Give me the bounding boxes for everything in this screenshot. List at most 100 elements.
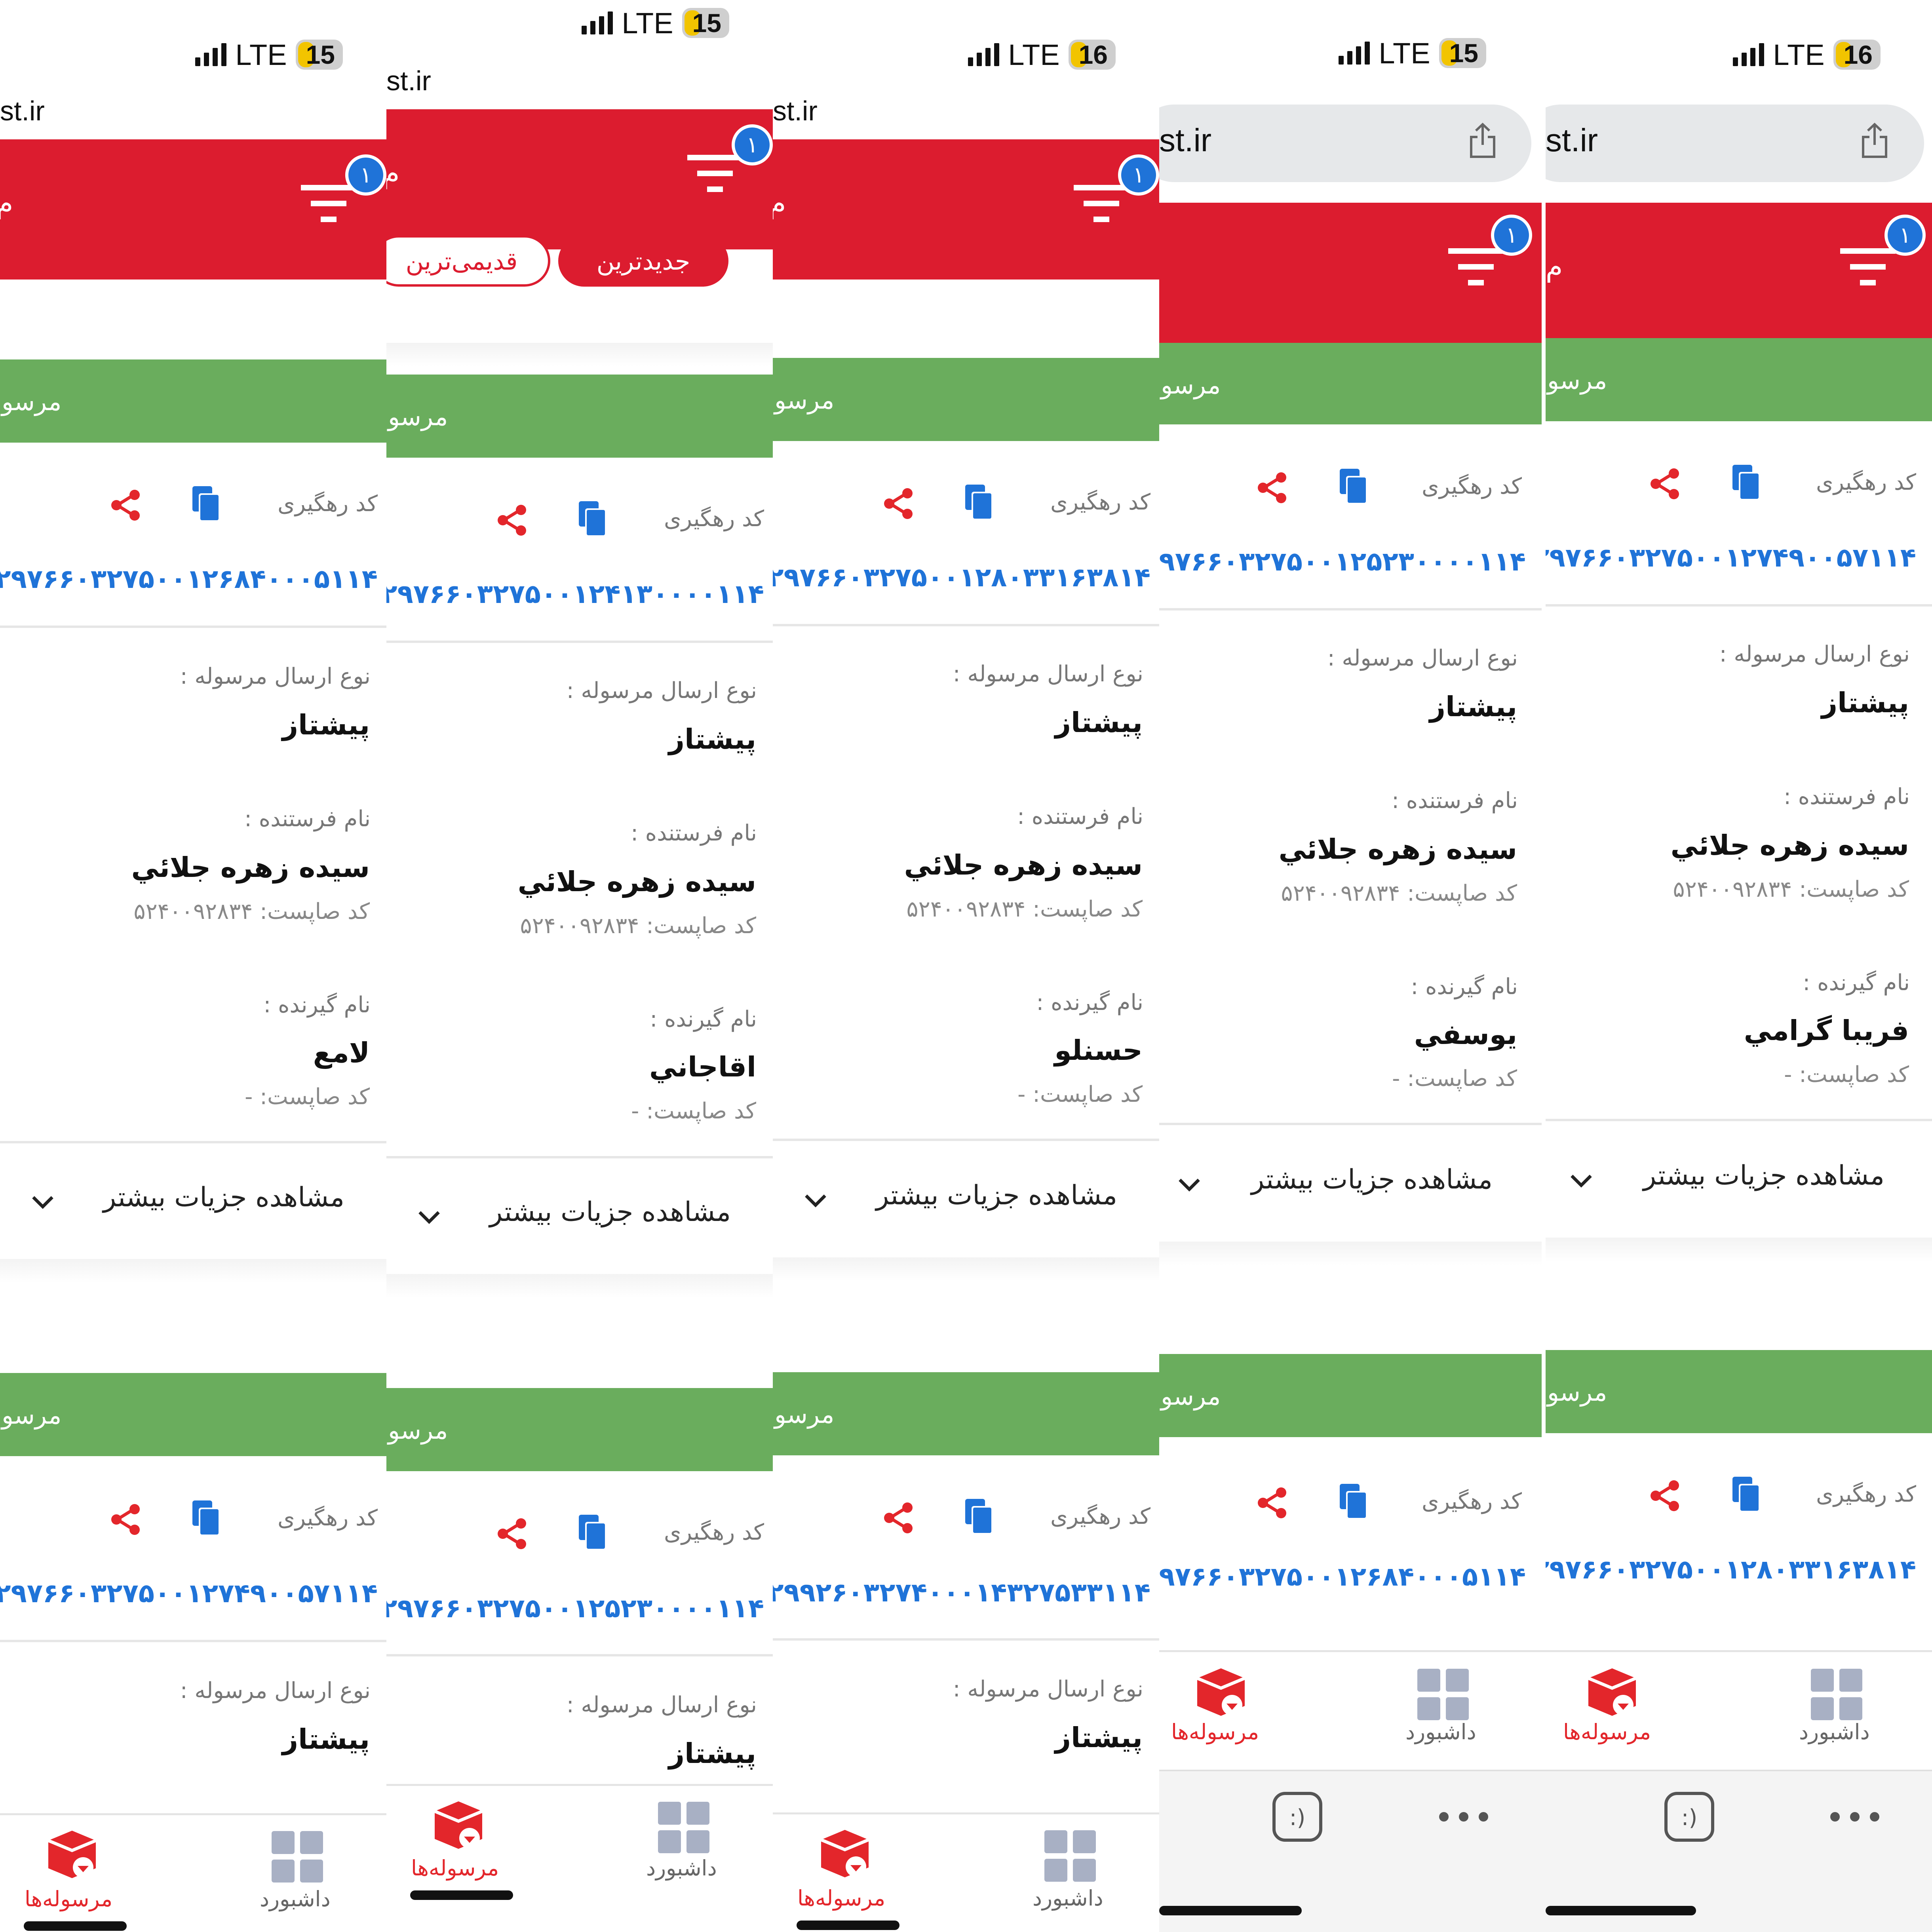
battery-level: 15 (306, 40, 335, 69)
copy-icon[interactable] (963, 1499, 995, 1535)
dashboard-grid-icon[interactable] (658, 1802, 709, 1853)
share-icon[interactable] (1257, 472, 1288, 504)
receiver-postal-code: کد صاپست: - (1017, 1082, 1143, 1107)
share-icon[interactable] (1649, 468, 1681, 500)
nav-dashboard[interactable]: داشبورد (260, 1886, 331, 1911)
send-type-value: پیشتاز (282, 1723, 370, 1755)
more-details-link[interactable]: مشاهده جزیات بیشتر (876, 1180, 1117, 1211)
chevron-down-icon[interactable] (31, 1190, 55, 1214)
nav-parcels[interactable]: مرسوله‌ها (1171, 1719, 1259, 1744)
more-details-link[interactable]: مشاهده جزیات بیشتر (1643, 1160, 1884, 1191)
send-type-label: نوع ارسال مرسوله : (566, 1692, 757, 1718)
share-icon[interactable] (110, 1504, 142, 1535)
share-icon[interactable] (883, 1502, 915, 1534)
tracking-label: کد رهگیری (1422, 1489, 1522, 1514)
nav-parcels[interactable]: مرسوله‌ها (1563, 1719, 1651, 1744)
share-icon[interactable] (1257, 1487, 1288, 1519)
address-bar[interactable] (1159, 105, 1531, 182)
signal-icon (582, 11, 613, 34)
battery-level: 16 (1843, 40, 1873, 69)
send-type-label: نوع ارسال مرسوله : (180, 1678, 371, 1704)
copy-icon[interactable] (190, 1500, 222, 1536)
send-type-label: نوع ارسال مرسوله : (1719, 641, 1910, 667)
battery-icon: 15 (295, 40, 343, 70)
more-details-link[interactable]: مشاهده جزیات بیشتر (489, 1196, 731, 1228)
share-icon[interactable] (496, 1518, 528, 1550)
dashboard-grid-icon[interactable] (1811, 1669, 1862, 1720)
chevron-down-icon[interactable] (1177, 1173, 1201, 1196)
receiver-label: نام گیرنده : (263, 992, 371, 1018)
filter-icon[interactable] (1448, 248, 1508, 292)
copy-icon[interactable] (576, 1515, 608, 1550)
sort-newest-button[interactable]: جدیدترین (558, 235, 728, 287)
ellipsis-icon[interactable] (1438, 1811, 1489, 1823)
smiley-icon[interactable]: :) (1272, 1791, 1323, 1843)
share-icon[interactable] (883, 488, 915, 519)
network-label: LTE (1773, 38, 1825, 71)
more-details-link[interactable]: مشاهده جزیات بیشتر (1251, 1164, 1493, 1195)
dashboard-grid-icon[interactable] (1417, 1669, 1469, 1720)
send-type-value: پیشتاز (1821, 686, 1909, 719)
url-text[interactable]: st.ir (386, 65, 431, 96)
nav-parcels[interactable]: مرسوله‌ها (411, 1856, 499, 1881)
filter-icon[interactable] (1074, 185, 1133, 228)
nav-dashboard[interactable]: داشبورد (646, 1856, 717, 1881)
card-shadow (1546, 1238, 1932, 1261)
filter-count-badge: ۱ (1118, 154, 1159, 196)
more-details-link[interactable]: مشاهده جزیات بیشتر (103, 1182, 344, 1213)
share-icon[interactable] (110, 489, 142, 521)
divider (386, 641, 773, 643)
sort-oldest-button[interactable]: قدیمی‌ترین (386, 235, 550, 287)
home-indicator (1546, 1906, 1696, 1915)
copy-icon[interactable] (190, 486, 222, 522)
dashboard-grid-icon[interactable] (272, 1831, 323, 1883)
parcel-box-icon (820, 1830, 869, 1877)
ios-share-icon[interactable] (1861, 123, 1888, 158)
nav-parcels[interactable]: مرسوله‌ها (25, 1886, 113, 1911)
share-icon[interactable] (496, 504, 528, 536)
filter-count-badge: ۱ (345, 154, 386, 196)
url-text[interactable]: st.ir (0, 95, 45, 126)
nav-dashboard[interactable]: داشبورد (1033, 1886, 1103, 1911)
chevron-down-icon[interactable] (1569, 1169, 1593, 1192)
filter-icon[interactable] (1840, 248, 1900, 292)
share-icon[interactable] (1649, 1480, 1681, 1512)
screenshot-panel-5: LTE 16 st.ir م ۱ مرسو کد رهگیری ۲۹۷۶۶۰۳۲… (1546, 0, 1932, 1932)
send-type-label: نوع ارسال مرسوله : (953, 1676, 1143, 1702)
filter-count-badge: ۱ (1491, 215, 1532, 256)
copy-icon[interactable] (1730, 1477, 1762, 1512)
app-header-overlay (386, 109, 773, 249)
copy-icon[interactable] (576, 501, 608, 537)
nav-parcels[interactable]: مرسوله‌ها (797, 1886, 886, 1911)
bottom-nav: مرسوله‌ها داشبورد (386, 1784, 773, 1932)
nav-dashboard[interactable]: داشبورد (1405, 1719, 1476, 1744)
copy-icon[interactable] (1337, 469, 1369, 504)
dashboard-grid-icon[interactable] (1044, 1830, 1096, 1882)
send-type-label: نوع ارسال مرسوله : (566, 678, 757, 704)
address-bar[interactable] (1546, 105, 1924, 182)
tracking-code: ۲۹۷۶۶۰۳۲۷۵۰۰۱۲۷۴۹۰۰۵۷۱۱۴ (1546, 542, 1916, 573)
divider (773, 1638, 1159, 1641)
copy-icon[interactable] (963, 485, 995, 520)
chevron-down-icon[interactable] (417, 1205, 441, 1229)
battery-level: 15 (1449, 38, 1478, 68)
header-title: م (0, 187, 13, 219)
url-text[interactable]: st.ir (773, 95, 818, 126)
chevron-down-icon[interactable] (804, 1188, 827, 1212)
filter-icon[interactable] (687, 155, 747, 198)
divider (1159, 608, 1542, 610)
card-shadow (773, 1257, 1159, 1281)
copy-icon[interactable] (1730, 465, 1762, 500)
url-text[interactable]: st.ir (1546, 122, 1598, 158)
divider (773, 1139, 1159, 1141)
smiley-icon[interactable]: :) (1664, 1791, 1715, 1843)
browser-toolbar: :) (1159, 1770, 1546, 1932)
status-bar: LTE 16 (773, 38, 1159, 71)
filter-icon[interactable] (301, 185, 360, 228)
copy-icon[interactable] (1337, 1484, 1369, 1519)
ios-share-icon[interactable] (1469, 123, 1497, 158)
nav-dashboard[interactable]: داشبورد (1799, 1719, 1870, 1744)
ellipsis-icon[interactable] (1829, 1811, 1881, 1823)
url-text[interactable]: st.ir (1159, 122, 1212, 158)
screenshot-panel-4: LTE 15 st.ir ۱ مرسو کد رهگیری ۲۹۷۶۶۰۳۲۷۵… (1159, 0, 1546, 1932)
